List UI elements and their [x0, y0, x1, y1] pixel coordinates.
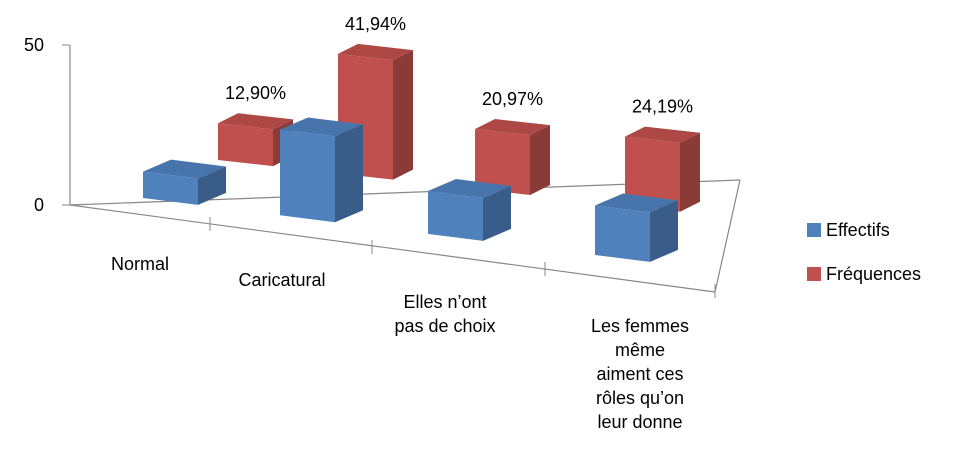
bar-side [393, 50, 413, 180]
bar-top [428, 179, 511, 198]
bar-top [595, 193, 678, 213]
bar [475, 119, 550, 195]
bar-front [475, 129, 530, 195]
bar-front [428, 191, 483, 241]
legend-label: Effectifs [826, 220, 890, 240]
y-tick-label: 50 [24, 35, 44, 55]
x-tick-label: Caricatural [238, 270, 326, 290]
bar-side [530, 125, 550, 195]
x-tick-label: Normal [110, 254, 169, 274]
legend-swatch [807, 223, 821, 237]
bar [428, 179, 511, 241]
data-label: 20,97% [482, 89, 543, 109]
bar-front [218, 123, 273, 167]
data-label: 41,94% [345, 14, 406, 34]
bar-top [143, 159, 226, 179]
bar-front [143, 171, 198, 205]
legend-label: Fréquences [826, 264, 921, 284]
data-label: 24,19% [632, 97, 693, 117]
bar-front [280, 129, 335, 223]
bar-top [625, 126, 700, 143]
data-label: 12,90% [225, 83, 286, 103]
bar-front [595, 205, 650, 262]
bar-top [218, 113, 293, 130]
bar-side [483, 185, 511, 241]
bar-side [680, 132, 700, 212]
y-tick-label: 0 [34, 195, 44, 215]
floor-front [69, 204, 716, 293]
bar [625, 126, 700, 212]
bar [143, 159, 226, 205]
bar-side [650, 200, 678, 262]
bar-front [625, 136, 680, 212]
x-tick-label: Elles n’ont pas de choix [394, 292, 496, 336]
bar-top [338, 43, 413, 61]
bar [280, 117, 363, 223]
bar-top [475, 119, 550, 136]
bar [595, 193, 678, 262]
bar-top [280, 117, 363, 137]
bar-side [335, 124, 363, 223]
floor-right [714, 179, 741, 293]
bar-side [198, 166, 226, 205]
x-tick-label: Les femmes même aiment ces rôles qu’on l… [590, 316, 690, 432]
legend-swatch [807, 267, 821, 281]
